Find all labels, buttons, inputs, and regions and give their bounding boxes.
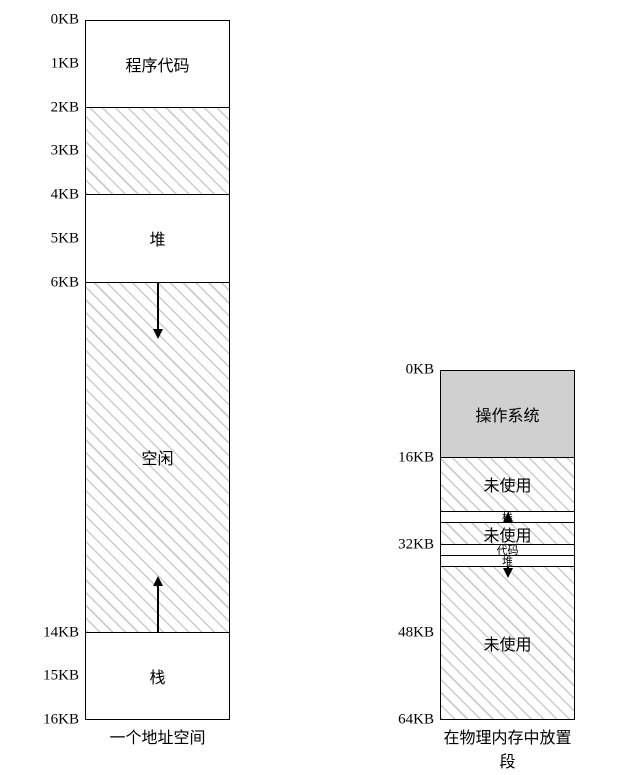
segment-label: 堆 xyxy=(149,226,165,250)
physical-memory-column-segment: 未使用 xyxy=(440,523,575,545)
growth-arrow-up xyxy=(153,576,163,633)
axis-tick: 48KB xyxy=(398,624,440,641)
segment-label: 空闲 xyxy=(141,445,173,469)
address-space-column: 程序代码堆空闲栈0KB1KB2KB3KB4KB5KB6KB14KB15KB16K… xyxy=(85,20,230,720)
axis-tick: 32KB xyxy=(398,537,440,554)
segment-label: 操作系统 xyxy=(475,402,539,426)
address-space-column-segment: 程序代码 xyxy=(85,20,230,108)
axis-tick: 16KB xyxy=(43,712,85,729)
axis-tick: 5KB xyxy=(51,230,85,247)
axis-tick: 1KB xyxy=(51,55,85,72)
axis-tick: 0KB xyxy=(406,362,440,379)
axis-tick: 3KB xyxy=(51,143,85,160)
axis-tick: 4KB xyxy=(51,187,85,204)
axis-tick: 2KB xyxy=(51,99,85,116)
address-space-column-caption: 一个地址空间 xyxy=(85,720,230,748)
axis-tick: 14KB xyxy=(43,624,85,641)
axis-tick: 64KB xyxy=(398,712,440,729)
physical-memory-column-segment: 未使用 xyxy=(440,458,575,513)
axis-tick: 6KB xyxy=(51,274,85,291)
growth-arrow-down xyxy=(153,283,163,340)
segment-label: 程序代码 xyxy=(125,52,189,76)
address-space-column-segment: 栈 xyxy=(85,633,230,721)
axis-tick: 16KB xyxy=(398,449,440,466)
address-space-column-segment: 堆 xyxy=(85,195,230,283)
growth-arrow-up xyxy=(503,512,513,523)
segment-label: 栈 xyxy=(149,664,165,688)
address-space-column-segment xyxy=(85,108,230,196)
axis-tick: 0KB xyxy=(51,12,85,29)
physical-memory-column-segment: 操作系统 xyxy=(440,370,575,458)
segment-label: 未使用 xyxy=(483,631,531,655)
physical-memory-column-segment: 堆 xyxy=(440,556,575,567)
segment-label: 未使用 xyxy=(483,522,531,546)
segment-label: 未使用 xyxy=(483,472,531,496)
physical-memory-column: 操作系统未使用栈未使用代码堆未使用0KB16KB32KB48KB64KB在物理内… xyxy=(440,370,575,720)
physical-memory-column-segment: 未使用 xyxy=(440,567,575,720)
growth-arrow-down xyxy=(503,567,513,578)
physical-memory-column-caption: 在物理内存中放置段 xyxy=(440,720,575,772)
axis-tick: 15KB xyxy=(43,668,85,685)
